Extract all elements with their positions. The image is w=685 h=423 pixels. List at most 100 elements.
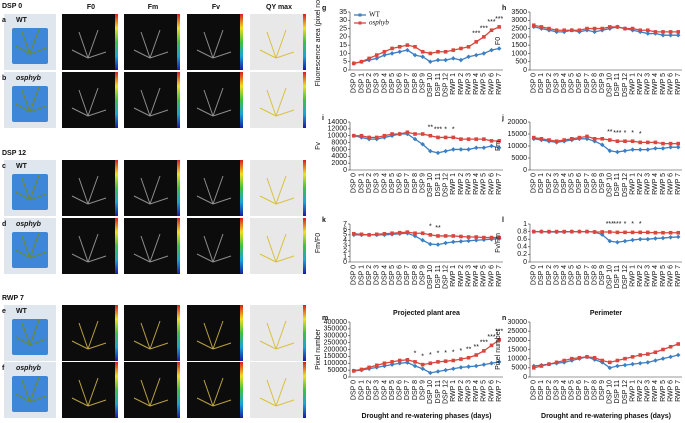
- point: [577, 135, 582, 140]
- x-tick-label: DSP 9: [599, 380, 606, 400]
- point: [547, 229, 551, 234]
- point: [420, 54, 425, 60]
- y-tick-label: 5: [343, 232, 347, 239]
- color-scale: [115, 72, 118, 128]
- point: [497, 25, 501, 29]
- point: [443, 49, 448, 54]
- x-tick-label: DSP 5: [389, 73, 396, 93]
- x-tick-label: DSP 4: [381, 173, 388, 193]
- significance-mark: *: [631, 130, 634, 137]
- leaf-signal: [71, 87, 107, 117]
- fluorescence-image: [250, 72, 303, 128]
- x-tick-label: DSP 9: [420, 173, 427, 193]
- leaf-signal: [71, 29, 107, 59]
- x-tick-label: DSP 11: [435, 265, 442, 289]
- y-tick-label: 0: [343, 67, 347, 74]
- y-axis-label: F0: [495, 37, 502, 45]
- point: [660, 146, 666, 151]
- x-tick-label: DSP 4: [381, 265, 388, 285]
- color-scale: [240, 362, 243, 418]
- point: [489, 360, 494, 366]
- point: [615, 358, 620, 363]
- color-scale: [303, 305, 306, 361]
- point: [630, 361, 635, 367]
- point: [420, 132, 425, 136]
- fluorescence-image: [187, 14, 240, 70]
- y-tick-label: 0: [523, 374, 527, 381]
- point: [630, 230, 635, 235]
- y-tick-label: 35: [339, 9, 347, 16]
- row-letter: d: [2, 221, 6, 228]
- y-tick-label: 5000: [511, 155, 527, 162]
- y-tick-label: 500: [515, 59, 527, 66]
- x-tick-label: RWP 2: [637, 173, 644, 195]
- panel-letter: g: [322, 5, 326, 12]
- y-tick-label: 25000: [508, 328, 528, 335]
- x-tick-label: RWP 1: [450, 173, 457, 195]
- point: [428, 370, 433, 376]
- point: [435, 369, 441, 374]
- point: [577, 28, 582, 33]
- significance-mark: ***: [613, 221, 621, 228]
- point: [653, 140, 658, 145]
- significance-mark: **: [473, 344, 479, 351]
- point: [474, 353, 479, 357]
- point: [676, 141, 680, 146]
- point: [389, 51, 395, 56]
- point: [428, 233, 433, 237]
- x-tick-label: RWP 6: [667, 173, 674, 195]
- point: [637, 236, 643, 242]
- y-tick-label: 20000: [508, 119, 528, 126]
- color-scale: [115, 305, 118, 361]
- point: [367, 56, 371, 61]
- x-tick-label: DSP 3: [553, 265, 560, 285]
- point: [474, 137, 479, 141]
- pot: [12, 319, 48, 355]
- significance-mark: *: [460, 348, 463, 355]
- point: [668, 230, 673, 235]
- y-tick-label: 15: [339, 42, 347, 49]
- leaf-signal: [259, 87, 295, 117]
- point: [585, 229, 589, 234]
- x-tick-label: DSP 6: [397, 173, 404, 193]
- point: [577, 229, 582, 234]
- point: [497, 139, 501, 143]
- x-tick-label: DSP 10: [427, 173, 434, 197]
- x-tick-label: DSP 11: [435, 73, 442, 97]
- x-tick-label: DSP 7: [404, 173, 411, 193]
- point: [600, 137, 604, 141]
- point: [443, 148, 448, 154]
- point: [661, 30, 665, 34]
- point: [547, 138, 551, 142]
- y-tick-label: 10: [339, 50, 347, 57]
- point: [420, 231, 425, 236]
- x-tick-label: DSP 2: [366, 173, 373, 193]
- x-tick-label: DSP 4: [561, 265, 568, 285]
- point: [637, 147, 643, 152]
- legend-marker: [358, 13, 362, 17]
- point: [653, 146, 658, 151]
- x-tick-label: DSP 1: [538, 173, 545, 193]
- point: [646, 352, 650, 356]
- y-tick-label: 3000: [511, 17, 527, 24]
- point: [374, 135, 379, 140]
- point: [412, 136, 418, 142]
- y-tick-label: 0: [343, 374, 347, 381]
- point: [428, 133, 433, 138]
- point: [405, 130, 410, 135]
- point: [420, 142, 425, 147]
- y-tick-label: 8000: [331, 139, 347, 146]
- point: [645, 236, 651, 242]
- x-tick-label: DSP 3: [553, 73, 560, 93]
- point: [352, 61, 356, 66]
- x-tick-label: DSP 9: [420, 380, 427, 400]
- point: [436, 49, 440, 54]
- x-tick-label: DSP 8: [412, 173, 419, 193]
- point: [405, 230, 410, 234]
- x-tick-label: DSP 3: [553, 173, 560, 193]
- point: [352, 231, 356, 236]
- row-letter: b: [2, 75, 6, 82]
- point: [435, 150, 441, 156]
- leaf-signal: [133, 233, 169, 263]
- color-scale: [303, 160, 306, 216]
